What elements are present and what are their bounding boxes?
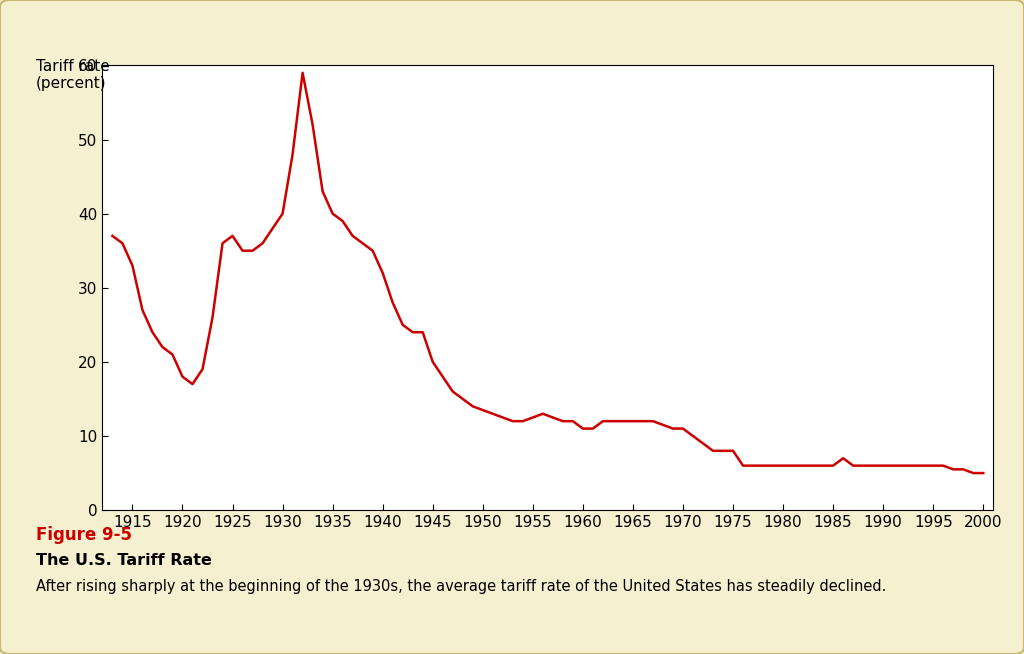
Text: The U.S. Tariff Rate: The U.S. Tariff Rate	[36, 553, 212, 568]
Text: Tariff rate
(percent): Tariff rate (percent)	[36, 59, 110, 92]
Text: Figure 9-5: Figure 9-5	[36, 526, 132, 545]
Text: After rising sharply at the beginning of the 1930s, the average tariff rate of t: After rising sharply at the beginning of…	[36, 579, 886, 594]
